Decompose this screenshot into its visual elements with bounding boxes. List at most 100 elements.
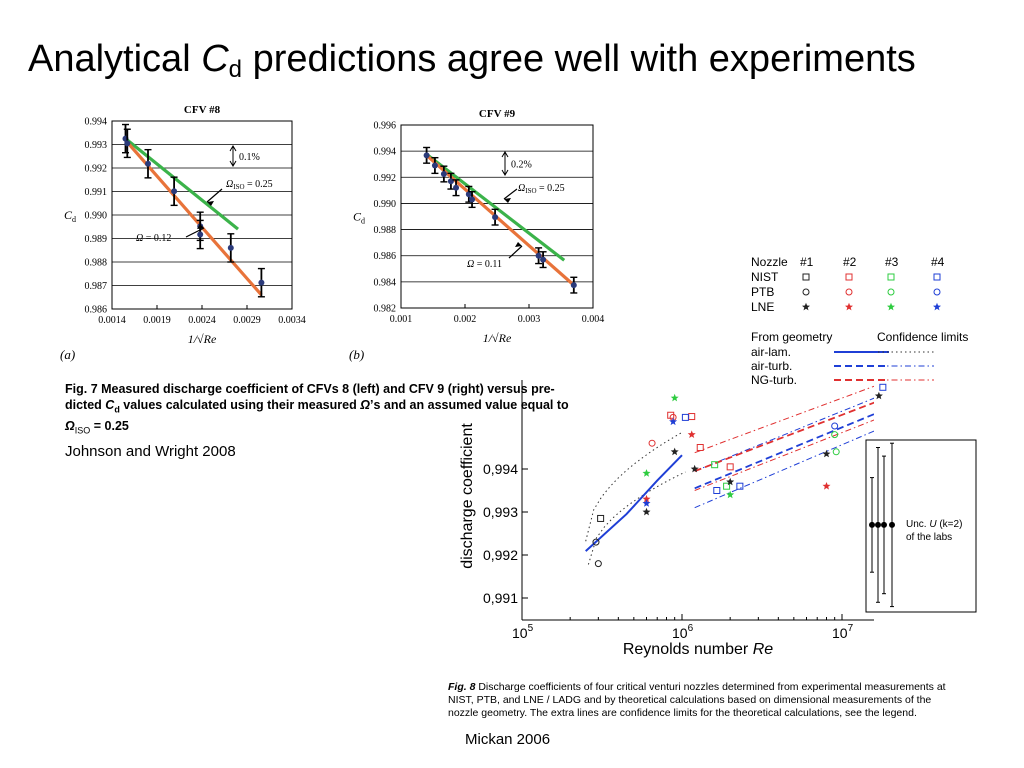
fig8-caption-line3: nozzle geometry. The extra lines are con… <box>448 707 917 719</box>
x-tick-label: 0.0034 <box>278 315 306 326</box>
annotation-arrow <box>206 188 223 203</box>
data-point <box>570 282 577 289</box>
legend-nozzle-header: Nozzle <box>751 255 788 269</box>
data-point <box>431 162 438 169</box>
data-point <box>469 196 476 203</box>
nist-marker <box>713 487 721 494</box>
confidence-limit-line <box>694 419 874 491</box>
lne-marker <box>642 469 651 477</box>
lne-marker <box>726 477 735 486</box>
ptb-marker <box>594 560 602 568</box>
series-line <box>124 137 240 231</box>
nist-marker <box>723 482 731 490</box>
nist-marker <box>711 461 719 469</box>
legend-confidence-header: Confidence limits <box>877 330 968 344</box>
uncertainty-label: Unc. U (k=2) <box>906 519 962 530</box>
x-tick-label: 0.002 <box>454 314 477 325</box>
annotation-omega-iso: ΩISO = 0.25 <box>518 183 565 195</box>
lne-marker <box>822 482 831 490</box>
lne-marker <box>887 302 895 311</box>
lne-marker <box>933 302 941 311</box>
y-axis-label: C <box>353 210 362 224</box>
fig8-caption-line2: NIST, PTB, and LNE / LADG and by theoret… <box>448 694 932 706</box>
data-point <box>197 231 204 238</box>
y-tick-label: 0.988 <box>374 225 397 236</box>
y-tick-label: 0.984 <box>374 277 397 288</box>
lne-marker <box>670 393 679 402</box>
nist-marker <box>802 273 810 281</box>
fig8-caption-line1: Fig. 8 Discharge coefficients of four cr… <box>448 681 946 693</box>
lne-marker <box>874 391 883 400</box>
slide-title: Analytical Cd predictions agree well wit… <box>28 38 916 83</box>
nist-marker <box>845 273 853 281</box>
nist-marker <box>726 463 734 471</box>
arrow-head <box>207 201 214 206</box>
y-tick-label: 0.996 <box>374 121 397 132</box>
uncertainty-point <box>881 521 887 528</box>
annotation-omega: Ω = 0.11 <box>467 259 502 270</box>
y-tick-label: 0.992 <box>85 164 108 175</box>
fig7a-plot: CFV #8 0.994 0.993 0.992 0.991 0.990 0.989 0.98… <box>64 104 306 346</box>
x-tick-label: 106 <box>672 623 694 641</box>
x-axis-label: 1/√Re <box>188 332 217 346</box>
legend-line-label: NG-turb. <box>751 373 797 387</box>
ptb-marker <box>648 439 656 447</box>
confidence-limit-line <box>694 385 874 454</box>
ptb-marker <box>592 538 600 546</box>
legend-row-label: PTB <box>751 285 774 299</box>
y-tick-label: 0.987 <box>85 281 108 292</box>
legend-row-label: NIST <box>751 270 779 284</box>
annotation-arrow <box>503 188 518 200</box>
y-tick-label: 0.990 <box>85 211 108 222</box>
ptb-marker <box>832 448 840 456</box>
lne-marker <box>845 302 853 311</box>
ptb-marker <box>831 431 839 439</box>
bracket-arrow <box>501 169 509 176</box>
y-tick-label: 0.993 <box>85 140 108 151</box>
y-axis-label: C <box>64 208 73 222</box>
lne-marker <box>726 490 735 499</box>
fig7-caption: Fig. 7 Measured discharge coefficient of… <box>65 381 569 438</box>
legend-column-header: #4 <box>931 255 945 269</box>
x-axis-label: 1/√Re <box>483 331 512 345</box>
x-tick-label: 107 <box>832 623 854 641</box>
nist-marker <box>681 413 689 421</box>
nist-marker <box>933 273 941 281</box>
y-tick-label: 0,994 <box>483 461 518 477</box>
arrow-head <box>504 198 511 203</box>
x-tick-label: 0.0019 <box>143 315 171 326</box>
data-point <box>535 252 542 259</box>
y-tick-label: 0,993 <box>483 504 518 520</box>
prediction-line-NG-turb <box>694 401 874 472</box>
annotation-omega: Ω = 0.12 <box>136 233 171 244</box>
y-tick-label: 0.994 <box>374 147 397 158</box>
confidence-limit-line <box>694 397 874 472</box>
lne-marker <box>642 499 651 507</box>
y-tick-label: 0.991 <box>85 187 108 198</box>
annotation-percent: 0.1% <box>239 152 260 163</box>
data-point <box>540 256 547 263</box>
nist-marker <box>696 444 704 451</box>
y-axis-label-sub: d <box>72 215 76 224</box>
bracket-arrow <box>229 145 237 152</box>
arrow-head <box>197 224 204 229</box>
x-tick-label: 0.0024 <box>188 315 216 326</box>
y-tick-label: 0.994 <box>85 117 108 128</box>
data-point <box>258 279 265 286</box>
x-tick-label: 0.004 <box>582 314 605 325</box>
lne-marker <box>669 417 678 426</box>
y-tick-label: 0.992 <box>374 173 397 184</box>
ptb-marker <box>802 288 810 296</box>
chart-title: CFV #9 <box>479 108 516 120</box>
annotation-percent: 0.2% <box>511 160 532 171</box>
legend-column-header: #3 <box>885 255 899 269</box>
data-point <box>440 171 447 178</box>
plot-frame <box>400 124 594 309</box>
fig7-caption-line3: ΩISO = 0.25 <box>65 418 129 436</box>
confidence-limit-line <box>694 430 874 509</box>
data-point <box>145 160 151 167</box>
uncertainty-point <box>889 521 895 528</box>
annotation-arrow <box>508 245 523 259</box>
lne-marker <box>822 449 831 458</box>
